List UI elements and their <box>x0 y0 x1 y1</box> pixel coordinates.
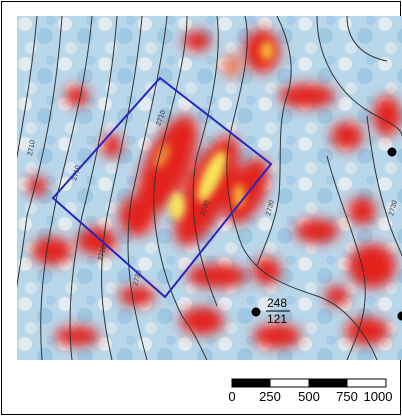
scale-tick-labels: 0 250 500 750 1000 <box>222 389 392 407</box>
contour-label: 2710 <box>27 140 37 157</box>
scale-tick-label: 250 <box>259 389 281 404</box>
well-marker[interactable] <box>387 147 397 157</box>
map-view[interactable]: 2710 2730 2730 2710 2710 2730 2730 2710 … <box>17 16 402 360</box>
contour-label: 2730 <box>132 270 143 287</box>
contour-label: 2710 <box>155 110 167 127</box>
scale-segment <box>346 378 387 388</box>
depth-contours <box>17 16 402 360</box>
contour-label: 2730 <box>388 200 399 217</box>
well-label-bottom: 121 <box>267 312 287 326</box>
well-marker[interactable] <box>397 311 402 321</box>
contour-label: 2730 <box>265 200 276 217</box>
scale-segment <box>269 378 310 388</box>
contour-label: 2730 <box>199 200 211 217</box>
scale-segment <box>308 378 348 388</box>
scale-tick-label: 1000 <box>363 389 393 404</box>
scale-tick-label: 0 <box>228 389 236 404</box>
seismic-attribute-map: 2710 2730 2730 2710 2710 2730 2730 2710 … <box>17 16 402 360</box>
amplitude-anomalies <box>27 29 401 348</box>
scale-bar: 0 250 500 750 1000 <box>222 377 392 409</box>
survey-polygon[interactable] <box>51 76 273 299</box>
well-label-top: 248 <box>267 296 287 310</box>
scale-tick-label: 500 <box>298 389 320 404</box>
contour-label: 2710 <box>97 245 108 262</box>
well-marker[interactable] <box>251 307 261 317</box>
scale-segment <box>231 378 271 388</box>
scale-bar-graphic <box>231 378 387 388</box>
scale-tick-label: 750 <box>336 389 358 404</box>
